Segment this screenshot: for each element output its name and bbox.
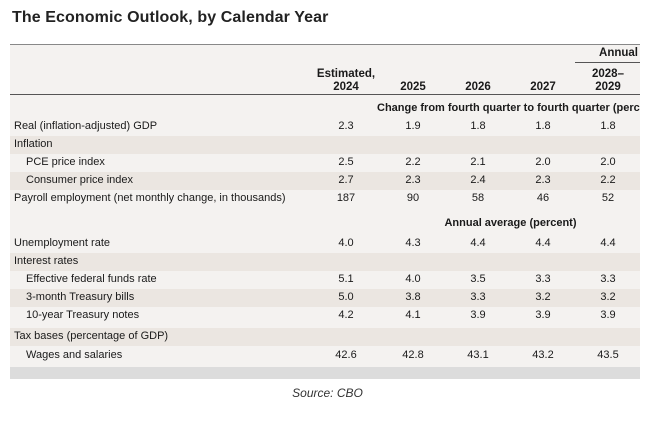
section-header-annual-average: Annual average (percent): [444, 217, 577, 229]
cell-value: 4.1: [405, 309, 421, 321]
cell-value: 1.8: [600, 120, 616, 132]
table-row: Tax bases (percentage of GDP): [10, 328, 640, 346]
col-header-estimated: Estimated, 2024: [311, 68, 381, 94]
cell-value: 3.3: [470, 291, 486, 303]
cell-value: 5.0: [338, 291, 354, 303]
cell-value: 43.2: [532, 349, 554, 361]
col-header-estimated-line1: Estimated,: [316, 68, 376, 80]
table-row: 3-month Treasury bills 5.0 3.8 3.3 3.2 3…: [10, 289, 640, 307]
cell-value: 3.2: [535, 291, 551, 303]
table-row: Unemployment rate 4.0 4.3 4.4 4.4 4.4: [10, 235, 640, 253]
cell-value: 3.8: [405, 291, 421, 303]
cell-value: 2.3: [405, 174, 421, 186]
row-label: Tax bases (percentage of GDP): [14, 330, 169, 342]
cell-value: 2.0: [600, 156, 616, 168]
cell-value: 46: [536, 192, 550, 204]
cell-value: 2.0: [535, 156, 551, 168]
cell-value: 43.1: [467, 349, 489, 361]
table-row: Wages and salaries 42.6 42.8 43.1 43.2 4…: [10, 347, 640, 365]
col-header-2026: 2026: [465, 81, 491, 93]
col-header-2025: 2025: [400, 81, 426, 93]
annual-rule: [575, 62, 640, 63]
table-row: Consumer price index 2.7 2.3 2.4 2.3 2.2: [10, 172, 640, 190]
cell-value: 3.9: [535, 309, 551, 321]
cell-value: 3.3: [535, 273, 551, 285]
cell-value: 3.9: [470, 309, 486, 321]
top-rule: [10, 44, 640, 45]
cell-value: 2.2: [405, 156, 421, 168]
col-header-2028-2029: 2028– 2029: [578, 68, 638, 94]
table-row: Real (inflation-adjusted) GDP 2.3 1.9 1.…: [10, 118, 640, 136]
cell-value: 1.9: [405, 120, 421, 132]
annual-header: Annual: [599, 47, 638, 59]
cell-value: 1.8: [535, 120, 551, 132]
table-row: Payroll employment (net monthly change, …: [10, 190, 640, 208]
cell-value: 2.3: [535, 174, 551, 186]
cell-value: 4.3: [405, 237, 421, 249]
cell-value: 42.8: [402, 349, 424, 361]
cell-value: 3.2: [600, 291, 616, 303]
row-label: Real (inflation-adjusted) GDP: [14, 120, 158, 132]
cell-value: 3.9: [600, 309, 616, 321]
cell-value: 3.3: [600, 273, 616, 285]
table-row: PCE price index 2.5 2.2 2.1 2.0 2.0: [10, 154, 640, 172]
row-label: Consumer price index: [26, 174, 133, 186]
row-label: Wages and salaries: [26, 349, 123, 361]
cell-value: 3.5: [470, 273, 486, 285]
row-label: 10-year Treasury notes: [26, 309, 140, 321]
row-label: PCE price index: [26, 156, 105, 168]
row-label: Effective federal funds rate: [26, 273, 157, 285]
row-label: 3-month Treasury bills: [26, 291, 135, 303]
cell-value: 42.6: [335, 349, 357, 361]
table-footer-band: [10, 367, 640, 379]
cell-value: 90: [406, 192, 420, 204]
table-row: Effective federal funds rate 5.1 4.0 3.5…: [10, 271, 640, 289]
cell-value: 4.4: [470, 237, 486, 249]
table-row: Inflation: [10, 136, 640, 154]
economic-outlook-table: Annual Estimated, 2024 2025 2026 2027 20…: [10, 44, 640, 379]
section-header-q4: Change from fourth quarter to fourth qua…: [377, 102, 640, 114]
header-rule: [10, 94, 640, 95]
page-title: The Economic Outlook, by Calendar Year: [12, 9, 329, 26]
col-header-2027: 2027: [530, 81, 556, 93]
cell-value: 4.2: [338, 309, 354, 321]
row-label: Unemployment rate: [14, 237, 110, 249]
cell-value: 1.8: [470, 120, 486, 132]
cell-value: 2.4: [470, 174, 486, 186]
table-row: 10-year Treasury notes 4.2 4.1 3.9 3.9 3…: [10, 307, 640, 325]
col-header-2028-line1: 2028–: [592, 68, 624, 80]
row-label: Interest rates: [14, 255, 79, 267]
cell-value: 5.1: [338, 273, 354, 285]
cell-value: 2.5: [338, 156, 354, 168]
cell-value: 4.0: [405, 273, 421, 285]
cell-value: 2.1: [470, 156, 486, 168]
table-row: Interest rates: [10, 253, 640, 271]
col-header-2028-line2: 2029: [595, 81, 621, 93]
cell-value: 43.5: [597, 349, 619, 361]
cell-value: 58: [471, 192, 485, 204]
cell-value: 4.4: [600, 237, 616, 249]
col-header-estimated-line2: 2024: [333, 81, 359, 93]
row-label: Inflation: [14, 138, 53, 150]
cell-value: 2.2: [600, 174, 616, 186]
cell-value: 4.0: [338, 237, 354, 249]
cell-value: 52: [601, 192, 615, 204]
cell-value: 187: [336, 192, 356, 204]
cell-value: 2.3: [338, 120, 354, 132]
cell-value: 4.4: [535, 237, 551, 249]
source-note: Source: CBO: [292, 386, 363, 400]
row-label: Payroll employment (net monthly change, …: [14, 192, 286, 204]
cell-value: 2.7: [338, 174, 354, 186]
